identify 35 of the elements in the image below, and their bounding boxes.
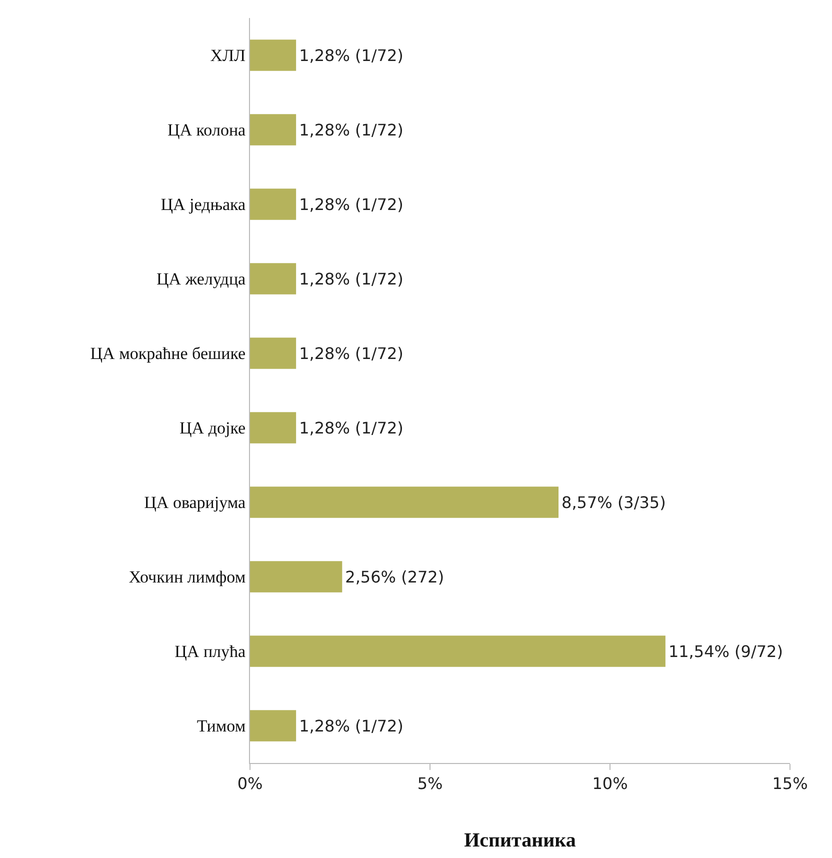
y-tick-label: ЦА мокраћне бешике <box>90 344 246 364</box>
bar <box>250 636 666 667</box>
bar <box>250 486 559 518</box>
x-tick-label: 10% <box>592 774 628 794</box>
data-label: 1,28% (1/72) <box>299 716 404 736</box>
y-tick-label: ЦА желудца <box>156 270 246 289</box>
data-label: 1,28% (1/72) <box>299 46 404 65</box>
x-tick-label: 5% <box>417 774 443 794</box>
data-label: 2,56% (272) <box>345 567 444 586</box>
data-label: 11,54% (9/72) <box>668 642 783 661</box>
data-label: 1,28% (1/72) <box>299 194 404 214</box>
bar <box>250 263 296 294</box>
x-tick-label: 15% <box>772 774 808 794</box>
data-label: 1,28% (1/72) <box>299 269 404 288</box>
bar <box>250 561 342 592</box>
bar <box>250 188 296 220</box>
x-tick-label: 0% <box>237 774 263 794</box>
y-tick-label: ЦА оваријума <box>144 493 246 512</box>
data-label: 1,28% (1/72) <box>299 120 404 140</box>
y-tick-label: ЦА једњака <box>160 195 246 214</box>
y-tick-label: ХЛЛ <box>210 46 246 66</box>
data-label: 1,28% (1/72) <box>299 344 404 363</box>
y-tick-label: Тимом <box>196 716 246 736</box>
y-tick-label: ЦА колона <box>167 120 246 140</box>
x-axis-title: Испитаника <box>464 830 576 852</box>
bar <box>250 710 296 742</box>
y-tick-label: ЦА дојке <box>180 418 246 438</box>
y-tick-label: ЦА плућа <box>174 642 246 662</box>
bar <box>250 40 296 71</box>
data-label: 1,28% (1/72) <box>299 418 404 438</box>
bar <box>250 338 296 369</box>
data-label: 8,57% (3/35) <box>562 492 666 512</box>
y-tick-label: Хочкин лимфом <box>128 568 246 587</box>
bar <box>250 412 296 444</box>
bar <box>250 114 296 146</box>
